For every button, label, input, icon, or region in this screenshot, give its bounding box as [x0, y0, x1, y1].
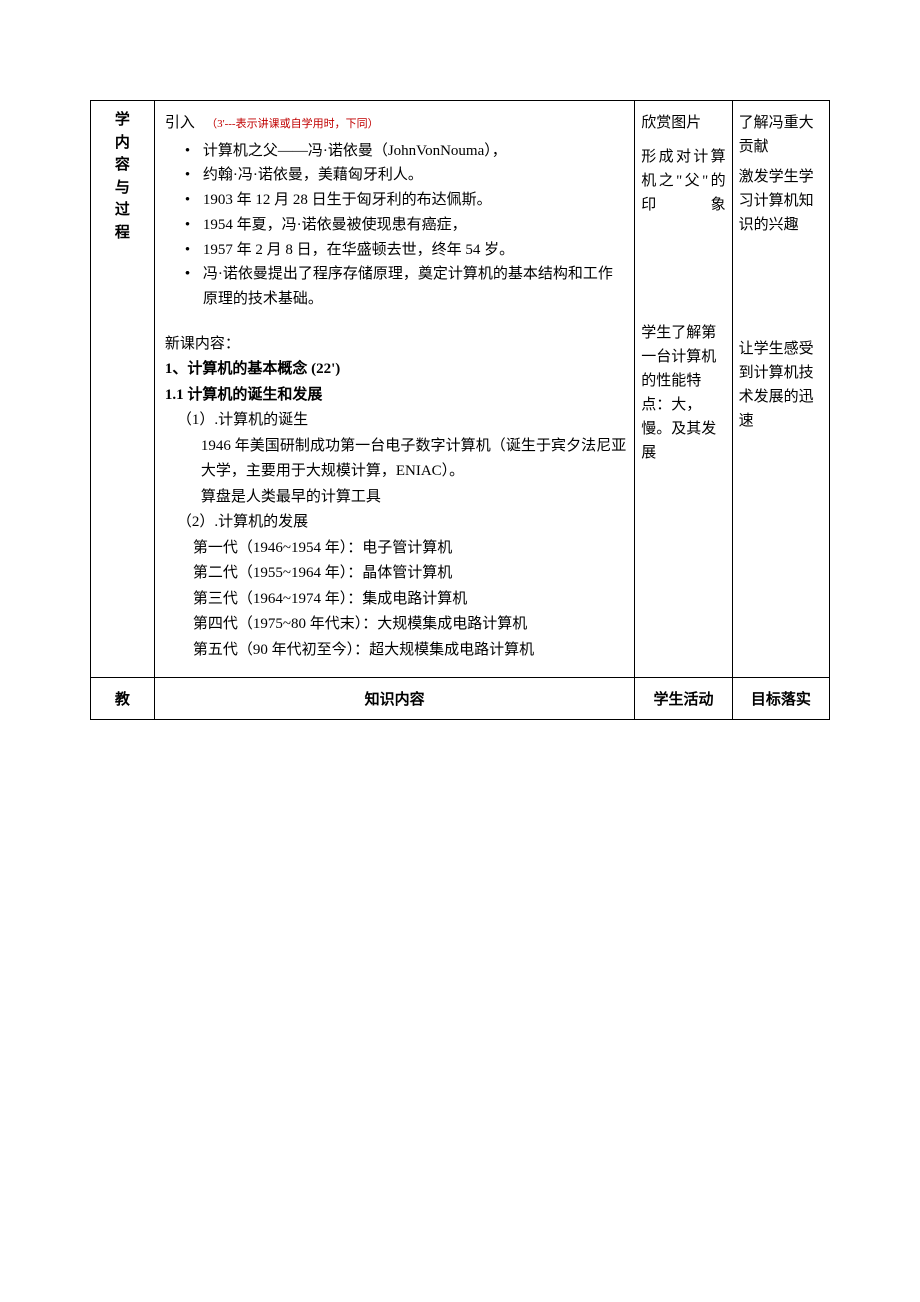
activity-line: 形成对计算机之"父"的印象: [641, 145, 725, 217]
goal-block-3: 让学生感受到计算机技术发展的迅速: [739, 337, 823, 433]
header-col-3: 学生活动: [635, 678, 732, 720]
row-label-cell: 学 内 容 与 过 程: [91, 101, 155, 678]
table-header-row: 教 知识内容 学生活动 目标落实: [91, 678, 830, 720]
intro-bullet-list: 计算机之父——冯·诺依曼（JohnVonNouma）， 约翰·冯·诺依曼，美藉匈…: [165, 139, 626, 312]
label-char: 内: [97, 132, 148, 155]
label-char: 学: [97, 109, 148, 132]
intro-note: （3'---表示讲课或自学用时，下同）: [206, 118, 378, 130]
bullet-item: 1903 年 12 月 28 日生于匈牙利的布达佩斯。: [203, 188, 626, 213]
subsection-1-body: 1946 年美国研制成功第一台电子数字计算机（诞生于宾夕法尼亚大学，主要用于大规…: [165, 434, 626, 485]
spacer: [641, 251, 725, 321]
label-char: 容: [97, 154, 148, 177]
bullet-item: 冯·诺依曼提出了程序存储原理，奠定计算机的基本结构和工作原理的技术基础。: [203, 262, 626, 312]
bullet-item: 1954 年夏，冯·诺依曼被使现患有癌症，: [203, 213, 626, 238]
activity-block-1: 欣赏图片 形成对计算机之"父"的印象: [641, 111, 725, 217]
subsection-1-label: （1）.计算机的诞生: [165, 408, 626, 434]
bullet-item: 1957 年 2 月 8 日，在华盛顿去世，终年 54 岁。: [203, 238, 626, 263]
subsection-1-note: 算盘是人类最早的计算工具: [165, 485, 626, 511]
label-char: 与: [97, 177, 148, 200]
intro-label: 引入: [165, 115, 195, 131]
lesson-table: 学 内 容 与 过 程 引入 （3'---表示讲课或自学用时，下同） 计算机之父…: [90, 100, 830, 720]
page-container: 学 内 容 与 过 程 引入 （3'---表示讲课或自学用时，下同） 计算机之父…: [0, 0, 920, 720]
header-col-1: 教: [91, 678, 155, 720]
new-content-section: 新课内容： 1、计算机的基本概念 (22') 1.1 计算机的诞生和发展 （1）…: [165, 332, 626, 664]
intro-heading: 引入 （3'---表示讲课或自学用时，下同）: [165, 111, 626, 137]
subsection-2-label: （2）.计算机的发展: [165, 510, 626, 536]
bullet-item: 约翰·冯·诺依曼，美藉匈牙利人。: [203, 163, 626, 188]
spacer: [739, 243, 823, 337]
new-content-label: 新课内容：: [165, 332, 626, 358]
label-char: 过: [97, 199, 148, 222]
goal-cell: 了解冯重大贡献 激发学生学习计算机知识的兴趣 让学生感受到计算机技术发展的迅速: [732, 101, 829, 678]
label-char: 程: [97, 222, 148, 245]
header-col-2: 知识内容: [154, 678, 634, 720]
bullet-item: 计算机之父——冯·诺依曼（JohnVonNouma），: [203, 139, 626, 164]
activity-block-2: 学生了解第一台计算机的性能特点：大，慢。及其发展: [641, 321, 725, 465]
generation-item: 第二代（1955~1964 年）：晶体管计算机: [165, 561, 626, 587]
goal-block-1: 了解冯重大贡献: [739, 111, 823, 159]
section-1-title: 1、计算机的基本概念 (22'): [165, 357, 626, 383]
section-1-1-title: 1.1 计算机的诞生和发展: [165, 383, 626, 409]
generation-item: 第三代（1964~1974 年）：集成电路计算机: [165, 587, 626, 613]
activity-line: 欣赏图片: [641, 111, 725, 135]
generation-item: 第四代（1975~80 年代末）：大规模集成电路计算机: [165, 612, 626, 638]
header-col-4: 目标落实: [732, 678, 829, 720]
goal-block-2: 激发学生学习计算机知识的兴趣: [739, 165, 823, 237]
generation-item: 第一代（1946~1954 年）：电子管计算机: [165, 536, 626, 562]
knowledge-content-cell: 引入 （3'---表示讲课或自学用时，下同） 计算机之父——冯·诺依曼（John…: [154, 101, 634, 678]
student-activity-cell: 欣赏图片 形成对计算机之"父"的印象 学生了解第一台计算机的性能特点：大，慢。及…: [635, 101, 732, 678]
content-row: 学 内 容 与 过 程 引入 （3'---表示讲课或自学用时，下同） 计算机之父…: [91, 101, 830, 678]
generation-item: 第五代（90 年代初至今）：超大规模集成电路计算机: [165, 638, 626, 664]
